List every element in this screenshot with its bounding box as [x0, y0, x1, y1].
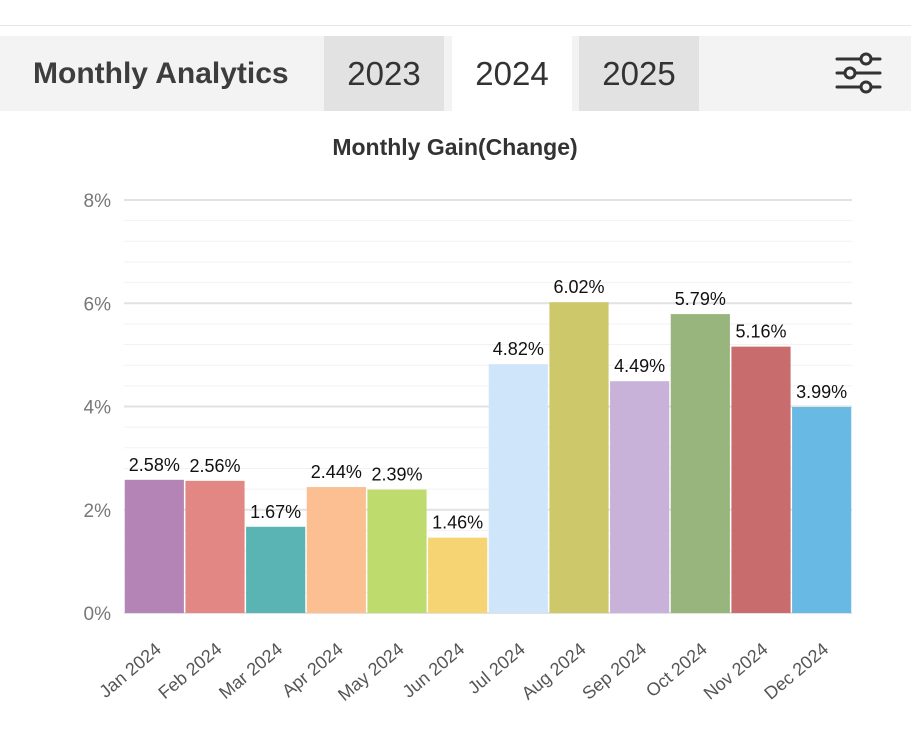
data-label: 2.39%	[371, 465, 422, 485]
data-label: 4.82%	[493, 339, 544, 359]
x-tick-label: Dec 2024	[760, 639, 832, 704]
x-tick-label: Aug 2024	[518, 639, 590, 704]
bar	[306, 487, 366, 613]
y-tick-label: 2%	[84, 501, 112, 522]
data-label: 4.49%	[614, 356, 665, 376]
x-tick-label: Sep 2024	[578, 639, 650, 704]
bar	[246, 526, 306, 613]
tab-2025[interactable]: 2025	[579, 36, 699, 111]
x-tick-label: Nov 2024	[700, 639, 772, 704]
data-label: 2.56%	[189, 456, 240, 476]
bar	[549, 302, 609, 613]
data-label: 3.99%	[796, 382, 847, 402]
data-label: 5.16%	[735, 322, 786, 342]
bar	[792, 407, 852, 613]
data-label: 5.79%	[675, 289, 726, 309]
bar	[488, 364, 548, 613]
bar	[428, 537, 488, 613]
data-label: 6.02%	[553, 277, 604, 297]
data-label: 2.44%	[311, 462, 362, 482]
bar	[731, 346, 791, 613]
y-tick-label: 4%	[84, 398, 112, 419]
x-tick-label: Jun 2024	[399, 639, 469, 702]
filter-button[interactable]	[830, 50, 886, 96]
x-tick-label: Oct 2024	[642, 639, 711, 701]
bar	[185, 480, 245, 613]
bar	[124, 479, 184, 613]
data-label: 1.67%	[250, 502, 301, 522]
data-label: 1.46%	[432, 513, 483, 533]
page-title: Monthly Analytics	[33, 57, 289, 90]
y-tick-label: 6%	[84, 294, 112, 315]
top-divider	[0, 25, 911, 26]
bar	[670, 314, 730, 613]
tab-2023[interactable]: 2023	[324, 36, 444, 111]
y-tick-label: 0%	[84, 604, 112, 625]
chart-title: Monthly Gain(Change)	[332, 134, 577, 160]
y-tick-label: 8%	[84, 191, 112, 212]
sliders-icon	[835, 52, 882, 94]
header-bar: Monthly Analytics 2023 2024 2025	[0, 36, 911, 111]
bar-chart: Monthly Gain(Change) 0% 2% 4% 6% 8% 2.58% 2.56%…	[84, 134, 852, 705]
x-tick-label: May 2024	[334, 639, 407, 705]
bar	[610, 381, 670, 613]
bar	[367, 489, 427, 613]
data-label: 2.58%	[129, 455, 180, 475]
x-tick-label: Mar 2024	[215, 639, 286, 703]
tab-2024[interactable]: 2024	[452, 36, 572, 111]
x-tick-label: Jan 2024	[95, 639, 165, 702]
x-tick-label: Feb 2024	[154, 639, 225, 703]
